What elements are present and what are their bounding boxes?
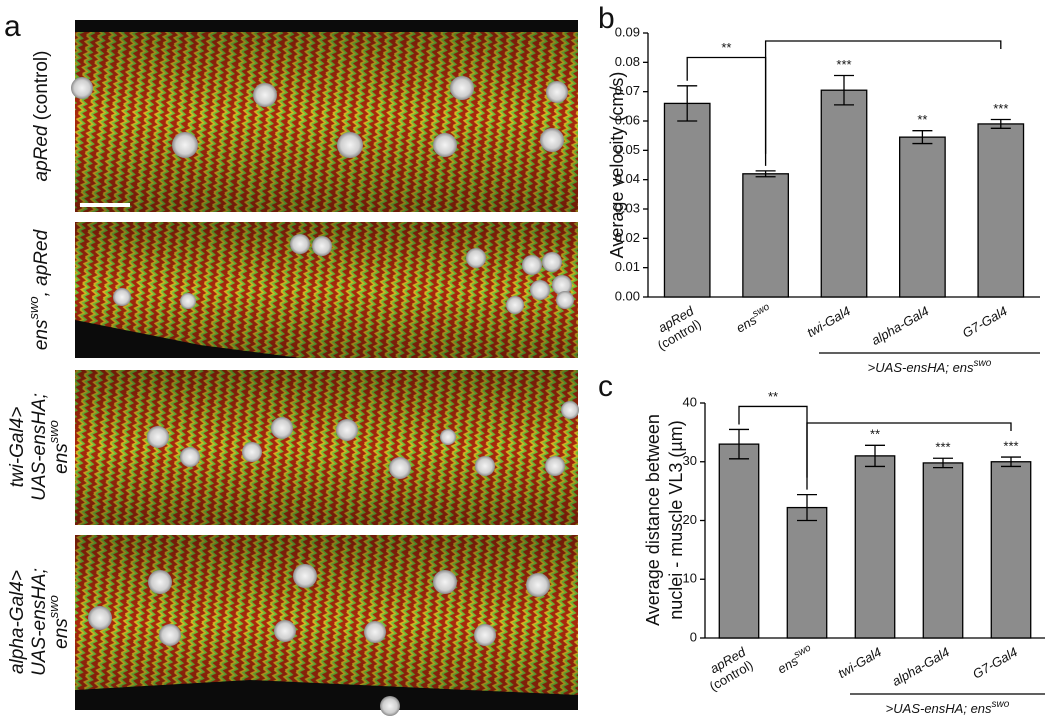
y-tick-label: 0.06 [615,112,640,127]
significance-label: *** [935,440,950,455]
y-axis-title: Average distance between [643,414,663,626]
x-tick-label: twi-Gal4 [804,304,853,341]
y-tick-label: 0.02 [615,230,640,245]
x-tick-label: G7-Gal4 [960,304,1010,342]
y-tick-label: 20 [683,512,697,527]
bracket-label: ** [721,40,731,55]
bar [977,123,1025,298]
y-tick-label: 40 [683,394,697,409]
bar [820,89,868,298]
micrograph [75,370,579,525]
image-label: alpha-Gal4> [7,570,28,674]
x-tick-label: G7-Gal4 [970,645,1020,683]
y-axis-title: Average velocity (cm/s) [607,72,627,259]
micrograph [75,222,578,358]
x-tick-label: apRed(control) [699,644,756,694]
bar [742,173,789,298]
y-tick-label: 0.08 [615,54,640,69]
image-label: ensswo, apRed [26,228,52,350]
bar [718,443,760,639]
y-tick-label: 0.09 [615,24,640,39]
significance-label: *** [993,101,1008,116]
image-label: ensswo [46,595,72,649]
panel-label: b [598,2,615,35]
significance-label: ** [917,112,927,127]
bar [922,462,964,639]
x-tick-label: apRed(control) [648,303,705,353]
group-label: >UAS-ensHA; ensswo [868,358,992,375]
significance-label: ** [870,427,880,442]
significance-label: *** [1003,438,1018,453]
y-tick-label: 0.01 [615,259,640,274]
x-tick-label: twi-Gal4 [835,645,884,682]
bar [899,136,946,298]
y-tick-label: 0.07 [615,83,640,98]
micrograph [71,20,578,212]
y-tick-label: 0.04 [615,171,640,186]
x-tick-label: ensswo [733,301,776,336]
panel-label: c [598,370,613,403]
bracket-label: ** [768,389,778,404]
image-label: apRed (control) [31,51,52,182]
y-tick-label: 10 [683,571,697,586]
x-tick-label: alpha-Gal4 [890,645,953,690]
y-tick-label: 0.00 [615,288,640,303]
significance-label: *** [836,57,851,72]
micrograph [75,535,578,716]
bar [786,506,828,639]
y-tick-label: 0.03 [615,200,640,215]
y-tick-label: 0 [690,629,697,644]
group-label: >UAS-ensHA; ensswo [886,699,1010,716]
bar [663,102,711,298]
bar [990,461,1032,639]
panel-label: a [4,10,21,43]
x-tick-label: ensswo [774,642,817,677]
x-tick-label: alpha-Gal4 [869,304,932,349]
bracket [764,40,1002,154]
image-label: UAS-ensHA; [29,568,50,676]
image-label: ensswo [46,420,72,474]
image-label: UAS-ensHA; [29,393,50,501]
bracket [806,422,1012,478]
y-tick-label: 30 [683,453,697,468]
image-label: twi-Gal4> [7,407,28,488]
bar [854,455,896,639]
y-tick-label: 0.05 [615,142,640,157]
y-axis-title: nuclei - muscle VL3 (µm) [666,420,686,619]
